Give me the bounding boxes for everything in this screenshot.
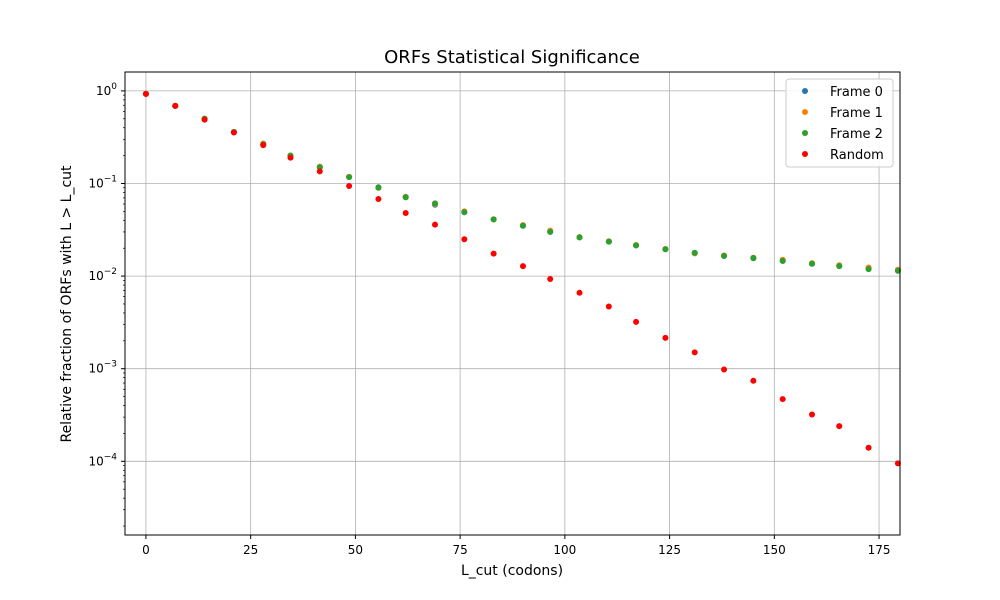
data-point <box>894 460 901 467</box>
data-point <box>691 349 698 356</box>
data-point <box>750 254 757 261</box>
x-tick-label: 125 <box>658 543 681 557</box>
data-point <box>836 423 843 430</box>
data-point <box>779 257 786 264</box>
data-point <box>547 276 554 283</box>
data-point <box>836 263 843 270</box>
y-axis-ticks: 100 10−1 10−2 10−3 10−4 <box>88 82 125 527</box>
data-point <box>519 263 526 270</box>
data-point <box>461 236 468 243</box>
x-tick-label: 175 <box>868 543 891 557</box>
data-point <box>461 209 468 216</box>
y-tick-label: 10−2 <box>88 267 117 283</box>
y-tick-label: 10−4 <box>88 452 117 468</box>
legend-marker <box>802 109 808 115</box>
data-point <box>605 238 612 245</box>
data-point <box>402 194 409 201</box>
data-point <box>346 174 353 181</box>
x-axis-label: L_cut (codons) <box>461 563 563 579</box>
data-point <box>402 210 409 217</box>
data-point <box>432 200 438 207</box>
data-point <box>375 196 382 203</box>
data-point <box>547 228 554 235</box>
data-point <box>576 234 583 241</box>
data-point <box>865 266 872 273</box>
legend-item: Random <box>802 148 884 163</box>
data-point <box>260 142 267 149</box>
data-point <box>605 303 612 310</box>
data-point <box>662 334 669 341</box>
legend-label: Frame 2 <box>830 127 883 142</box>
data-point <box>142 90 149 97</box>
data-point <box>375 184 382 191</box>
legend-box <box>785 78 894 168</box>
data-point <box>865 444 872 451</box>
data-point <box>691 249 698 256</box>
data-point <box>519 222 526 229</box>
data-point <box>201 116 208 123</box>
legend-item: Frame 0 <box>802 85 883 100</box>
x-tick-label: 150 <box>763 543 786 557</box>
data-points <box>142 90 901 467</box>
legend-label: Random <box>830 148 884 163</box>
y-tick-label: 10−3 <box>88 360 117 376</box>
x-tick-label: 0 <box>142 543 150 557</box>
data-point <box>490 250 497 257</box>
grid <box>125 72 900 535</box>
data-point <box>721 366 728 373</box>
data-point <box>894 267 901 274</box>
x-axis-ticks: 0 25 50 75 100 125 150 175 <box>142 535 891 557</box>
legend: Frame 0 Frame 1 Frame 2 Random <box>785 78 894 168</box>
legend-marker <box>802 88 808 94</box>
legend-item: Frame 2 <box>802 127 883 142</box>
data-point <box>576 289 583 296</box>
legend-label: Frame 0 <box>830 85 883 100</box>
data-point <box>490 216 497 223</box>
x-tick-label: 75 <box>452 543 467 557</box>
plot-frame <box>124 71 901 536</box>
data-point <box>230 129 237 136</box>
legend-label: Frame 1 <box>830 106 883 121</box>
legend-item: Frame 1 <box>802 106 883 121</box>
x-tick-label: 25 <box>243 543 258 557</box>
chart-title: ORFs Statistical Significance <box>384 47 640 68</box>
data-point <box>809 411 816 418</box>
data-point <box>633 318 640 325</box>
data-point <box>809 260 816 267</box>
x-tick-label: 100 <box>553 543 576 557</box>
series-random <box>142 90 901 467</box>
y-tick-label: 10−1 <box>88 175 117 191</box>
x-tick-label: 50 <box>348 543 363 557</box>
data-point <box>316 168 323 175</box>
data-point <box>750 377 757 384</box>
data-point <box>346 182 353 189</box>
data-point <box>779 396 786 403</box>
data-point <box>633 242 640 249</box>
data-point <box>662 246 669 253</box>
y-tick-label: 100 <box>96 82 117 98</box>
data-point <box>316 164 323 171</box>
data-point <box>721 252 728 259</box>
y-axis-label: Relative fraction of ORFs with L > L_cut <box>59 165 75 443</box>
legend-marker <box>802 130 808 136</box>
legend-marker <box>802 151 808 157</box>
data-point <box>172 102 179 109</box>
data-point <box>432 221 438 228</box>
data-point <box>287 154 294 161</box>
